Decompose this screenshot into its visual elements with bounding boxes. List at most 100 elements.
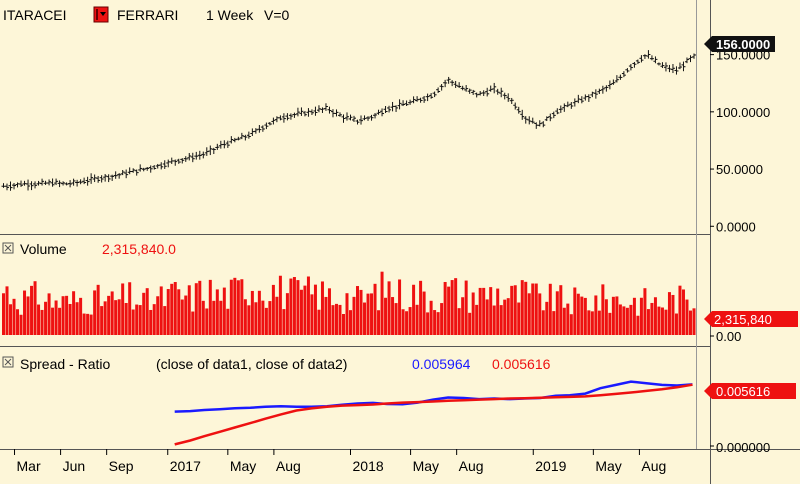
volume-bar [562, 307, 566, 335]
spread-last-value-label: 0.005616 [716, 384, 770, 399]
price-tick-label: 0.0000 [716, 219, 756, 234]
volume-bar [240, 279, 244, 335]
volume-bar [131, 309, 135, 335]
volume-bar [180, 299, 184, 335]
volume-bar [303, 285, 307, 335]
volume-header: Volume 2,315,840.0 [2, 241, 176, 257]
volume-bar [285, 293, 289, 335]
volume-bar [405, 311, 409, 335]
header-name: FERRARI [117, 7, 178, 23]
volume-bar [419, 280, 423, 335]
volume-bar [475, 304, 479, 335]
volume-bar [601, 284, 605, 335]
volume-bar [688, 310, 692, 335]
volume-bar [506, 298, 510, 335]
volume-bar [93, 290, 97, 335]
volume-bar [618, 304, 622, 335]
volume-bar [440, 303, 444, 335]
close-panel-icon[interactable] [2, 242, 14, 254]
close-panel-icon[interactable] [2, 356, 14, 368]
spread-lines [174, 380, 693, 446]
volume-bar [9, 304, 13, 335]
volume-bar [398, 279, 402, 335]
volume-bar [23, 290, 27, 335]
volume-bar [573, 287, 577, 335]
volume-bar [313, 284, 317, 335]
time-tick-label: Mar [17, 458, 41, 474]
volume-bar [254, 302, 258, 335]
time-tick-label: Jun [63, 458, 86, 474]
volume-zero-tick: 0.00 [716, 329, 741, 344]
volume-bar [114, 300, 118, 335]
volume-bar [503, 299, 507, 335]
volume-bar [334, 303, 338, 335]
volume-bar [380, 271, 384, 335]
volume-bar [229, 279, 233, 335]
red-dropdown-icon[interactable] [93, 6, 109, 23]
volume-bar [100, 306, 104, 335]
volume-bar [671, 294, 675, 335]
volume-bar [664, 309, 668, 335]
volume-bar [429, 300, 433, 335]
volume-bar [471, 292, 475, 335]
volume-bar [243, 299, 247, 335]
spread-last-value-badge: 0.005616 [704, 383, 796, 399]
volume-bar [135, 304, 139, 335]
volume-bar [615, 296, 619, 335]
volume-bar [345, 293, 349, 335]
volume-bar [184, 295, 188, 335]
volume-bar [657, 306, 661, 335]
volume-bar [548, 283, 552, 335]
volume-bar [289, 278, 293, 335]
volume-bar [117, 299, 121, 335]
volume-bar [608, 312, 612, 335]
volume-bar [531, 283, 535, 335]
volume-bar [370, 293, 374, 335]
volume-bar [447, 286, 451, 335]
volume-bar [275, 296, 279, 335]
volume-bar [159, 286, 163, 335]
volume-bar [650, 302, 654, 335]
volume-bar [583, 297, 587, 335]
volume-bar [282, 309, 286, 335]
chart-header: ITARACEI FERRARI 1 Week V=0 [3, 6, 290, 23]
price-last-value-badge: 156.0000 [704, 36, 775, 52]
spread-title: Spread - Ratio [20, 356, 110, 372]
volume-bar [142, 292, 146, 335]
volume-bar [47, 293, 51, 335]
volume-bar [208, 279, 212, 335]
volume-bar [499, 305, 503, 335]
volume-bar [590, 311, 594, 335]
volume-bar [33, 281, 37, 335]
price-tick-label: 100.0000 [716, 105, 770, 120]
volume-bar [604, 299, 608, 335]
volume-bar [51, 307, 55, 335]
volume-bar [341, 313, 345, 335]
volume-bar [75, 302, 79, 335]
volume-bar [16, 309, 20, 335]
spread-smooth-value: 0.005616 [492, 356, 551, 372]
volume-bar [68, 303, 72, 335]
volume-bar [65, 295, 69, 335]
volume-bar [692, 308, 696, 335]
time-tick-label: 2017 [170, 458, 201, 474]
volume-bar [191, 311, 195, 335]
volume-bar [384, 297, 388, 335]
volume-value-label: 2,315,840.0 [102, 241, 176, 257]
volume-bar [685, 299, 689, 335]
spread-ratio-value: 0.005964 [412, 356, 471, 372]
volume-bar [520, 280, 524, 335]
volume-bar [363, 302, 367, 335]
volume-bar [170, 283, 174, 335]
volume-bar [625, 307, 629, 335]
volume-bar [149, 309, 153, 335]
volume-bar [559, 285, 563, 335]
volume-bar [454, 278, 458, 335]
volume-bar [639, 297, 643, 335]
price-tick-label: 50.0000 [716, 162, 763, 177]
volume-bar [352, 296, 356, 335]
time-tick-label: Aug [641, 458, 666, 474]
volume-bar [268, 301, 272, 335]
volume-bar [299, 289, 303, 335]
